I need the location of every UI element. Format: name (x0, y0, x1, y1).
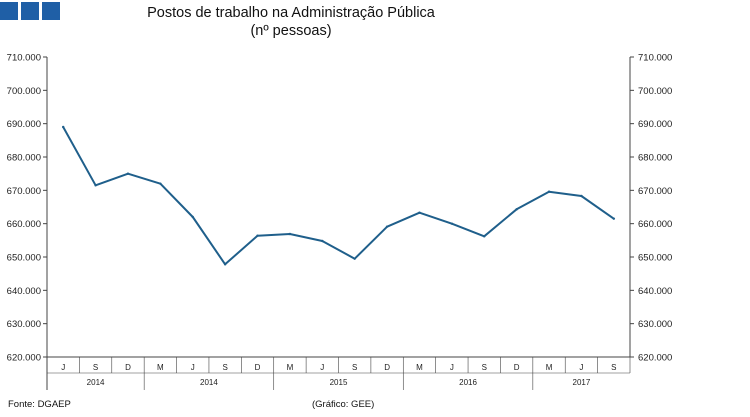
y-tick-labels: 620.000 620.000 630.000 630.000 640.000 640.0… (7, 53, 673, 364)
y-tick-label-right: 660.000 (638, 219, 672, 230)
x-year-label: 2017 (573, 378, 591, 387)
logo-square (0, 2, 18, 20)
x-year-label: 2016 (459, 378, 477, 387)
data-point (126, 172, 130, 175)
source-note: Fonte: DGAEP (8, 399, 71, 410)
y-tick-label-right: 680.000 (638, 153, 672, 164)
data-point (159, 182, 162, 185)
y-tick-label-left: 700.000 (7, 86, 41, 97)
y-tick-label-left: 670.000 (7, 186, 41, 197)
logo-square (42, 2, 60, 20)
logo-square (21, 2, 39, 20)
data-point (94, 184, 97, 187)
y-tick-label-right: 630.000 (638, 319, 672, 330)
x-category-label: S (93, 363, 98, 372)
logo (0, 2, 60, 20)
y-tick-label-left: 650.000 (7, 253, 41, 264)
y-tick-label-right: 650.000 (638, 253, 672, 264)
y-tick-label-left: 710.000 (7, 53, 41, 64)
data-point (418, 211, 421, 214)
data-point (483, 235, 486, 238)
x-category-label: S (482, 363, 487, 372)
x-category-label: M (546, 363, 553, 372)
data-point (256, 234, 259, 237)
x-category-label: S (222, 363, 227, 372)
axes (43, 56, 634, 390)
x-category-label: D (384, 363, 390, 372)
x-category-label: J (61, 363, 65, 372)
data-point (288, 232, 292, 236)
data-point (61, 125, 65, 129)
x-category-label: D (514, 363, 520, 372)
x-category-label: J (191, 363, 195, 372)
data-point (321, 239, 324, 243)
y-tick-label-left: 660.000 (7, 219, 41, 230)
y-tick-label-left: 680.000 (7, 153, 41, 164)
x-year-label: 2014 (87, 378, 105, 387)
y-tick-label-left: 640.000 (7, 286, 41, 297)
x-category-label: M (416, 363, 423, 372)
x-year-label: 2015 (330, 378, 348, 387)
x-category-label: S (352, 363, 357, 372)
data-point (515, 208, 518, 211)
data-point (353, 257, 356, 260)
data-point (612, 217, 616, 220)
chart-title: Postos de trabalho na Administração Públ… (147, 5, 435, 21)
x-category-label: M (157, 363, 164, 372)
chart-credit: (Gráfico: GEE) (312, 399, 375, 410)
x-category-label: D (125, 363, 131, 372)
y-tick-label-right: 670.000 (638, 186, 672, 197)
y-tick-label-right: 700.000 (638, 86, 672, 97)
y-tick-label-left: 620.000 (7, 353, 41, 364)
data-point (450, 222, 454, 225)
data-point (580, 194, 583, 198)
y-tick-label-right: 690.000 (638, 119, 672, 130)
x-category-label: J (579, 363, 583, 372)
y-tick-label-left: 630.000 (7, 319, 41, 330)
data-point (385, 225, 389, 228)
data-point (223, 263, 227, 266)
y-tick-label-right: 620.000 (638, 353, 672, 364)
x-year-label: 2014 (200, 378, 218, 387)
y-tick-label-left: 690.000 (7, 119, 41, 130)
series-line (62, 126, 615, 266)
x-category-label: D (255, 363, 261, 372)
series (61, 125, 616, 266)
data-point (547, 190, 551, 193)
x-category-label: M (287, 363, 294, 372)
data-point (191, 215, 194, 219)
x-category-labels: J S D M J S D M J S D M J S D M J S 2014 2014 2015 2016 2017 (61, 363, 616, 387)
x-category-label: J (450, 363, 454, 372)
x-category-label: J (320, 363, 324, 372)
y-tick-label-right: 640.000 (638, 286, 672, 297)
y-tick-label-right: 710.000 (638, 53, 672, 64)
x-category-label: S (611, 363, 616, 372)
chart-subtitle: (nº pessoas) (250, 23, 332, 39)
